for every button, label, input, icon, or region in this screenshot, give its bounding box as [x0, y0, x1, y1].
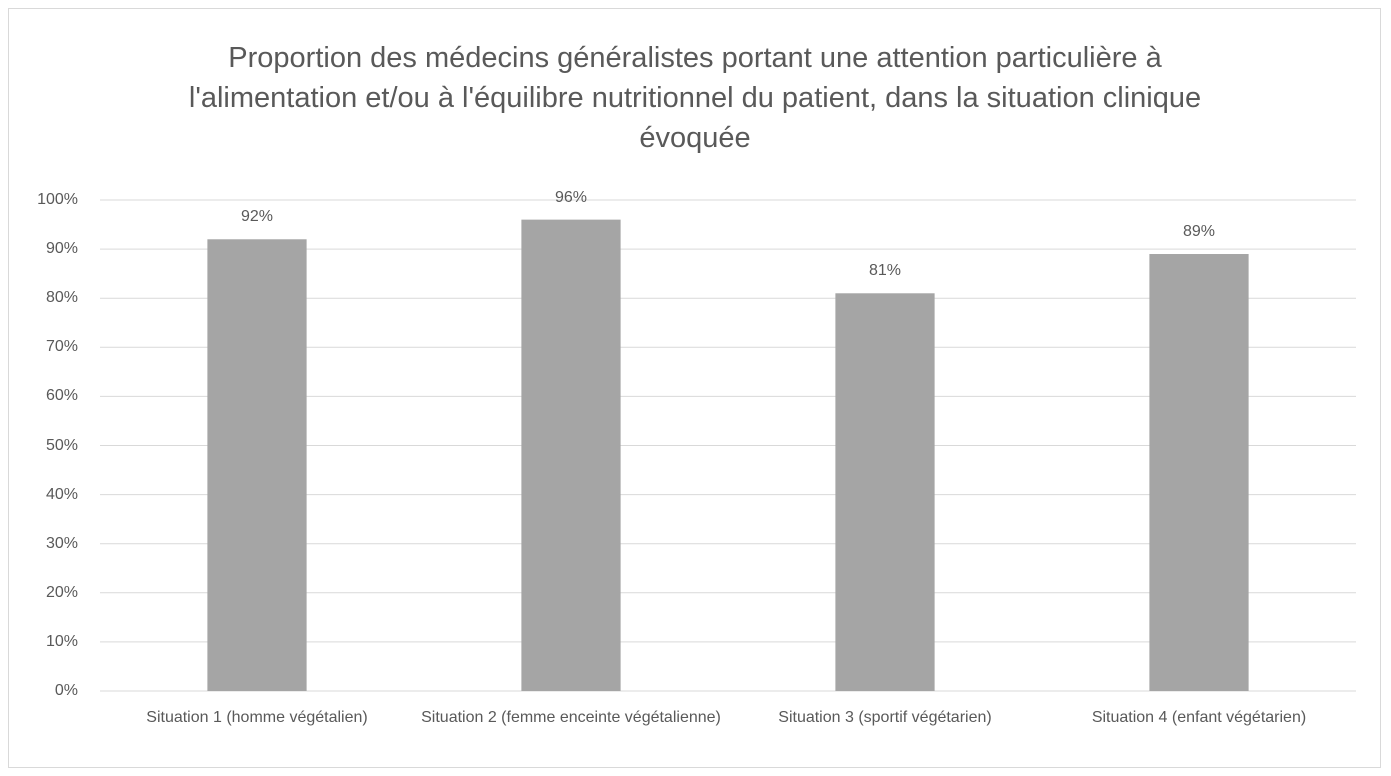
y-tick-label: 70%	[45, 338, 78, 356]
bar	[521, 219, 621, 691]
y-tick-label: 20%	[45, 583, 78, 601]
y-tick-label: 30%	[45, 534, 78, 552]
bar	[1149, 254, 1249, 691]
y-tick-label: 50%	[45, 436, 78, 454]
y-tick-label: 60%	[45, 387, 78, 405]
x-tick-label: Situation 1 (homme végétalien)	[146, 709, 368, 726]
y-tick-label: 40%	[45, 485, 78, 503]
bar	[835, 293, 935, 691]
y-tick-label: 10%	[45, 632, 78, 650]
bar	[207, 239, 307, 691]
y-tick-label: 0%	[54, 682, 78, 699]
x-tick-label: Situation 3 (sportif végétarien)	[778, 709, 992, 726]
chart-title: Proportion des médecins généralistes por…	[188, 42, 1202, 154]
data-label: 89%	[1182, 223, 1216, 240]
data-label: 96%	[554, 188, 588, 206]
y-tick-label: 100%	[37, 191, 78, 208]
y-tick-label: 80%	[45, 289, 78, 307]
data-label: 81%	[868, 262, 902, 280]
x-tick-label: Situation 2 (femme enceinte végétalienne…	[421, 709, 721, 726]
x-tick-label: Situation 4 (enfant végétarien)	[1091, 709, 1307, 726]
chart-frame	[8, 8, 1381, 768]
data-label: 92%	[240, 208, 274, 226]
y-tick-label: 90%	[45, 240, 78, 258]
